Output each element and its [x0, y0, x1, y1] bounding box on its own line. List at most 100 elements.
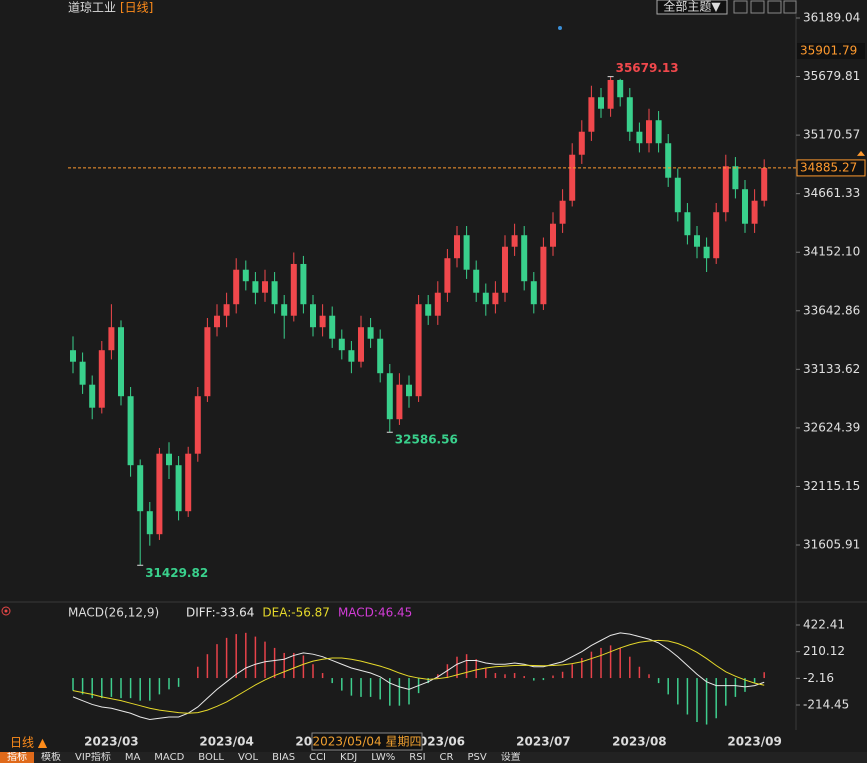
candle-body [348, 350, 355, 362]
y-tick-label: 210.12 [803, 644, 845, 658]
x-tick-label: 2023/04 [199, 735, 253, 749]
marker-tag: 35901.79 [800, 44, 857, 58]
footer-tab[interactable]: BIAS [272, 752, 296, 763]
footer-tab[interactable]: RSI [409, 752, 426, 763]
y-tick-label: 35170.57 [803, 128, 860, 142]
tool-icon[interactable] [750, 0, 765, 14]
event-dot [558, 26, 562, 30]
candle-body [482, 292, 489, 305]
indicator-icon[interactable] [1, 606, 11, 616]
period-button[interactable]: 日线 ▲ [10, 736, 48, 750]
tool-icon[interactable] [733, 0, 748, 14]
candle-body [377, 338, 384, 374]
candle-body [569, 154, 576, 201]
period-label: [日线] [120, 1, 153, 15]
candle-body [665, 143, 672, 178]
footer-tab[interactable]: LW% [371, 752, 396, 763]
indicator-icon-dot [4, 609, 8, 613]
footer-tab[interactable]: 模板 [41, 752, 61, 763]
candle-body [175, 465, 182, 512]
candle-body [214, 315, 220, 328]
candle-body [674, 177, 681, 213]
candle-body [281, 304, 288, 316]
candle-body [185, 453, 192, 512]
tool-icon[interactable] [767, 0, 782, 14]
x-tick-label: 2023/06 [411, 735, 465, 749]
candle-body [242, 269, 249, 282]
x-tick-label: 2023/03 [84, 735, 138, 749]
candle-body [223, 304, 230, 316]
candle-body [713, 212, 720, 259]
candle-body [89, 384, 96, 408]
footer-tab[interactable]: KDJ [340, 752, 358, 763]
candle-body [338, 338, 345, 351]
footer-tab[interactable]: CR [439, 752, 454, 763]
y-tick-label: 34152.10 [803, 245, 860, 259]
candle-body [386, 373, 393, 420]
candle-body [636, 131, 643, 144]
footer-tab[interactable]: 设置 [500, 752, 521, 763]
candle-body [118, 327, 124, 397]
theme-button[interactable] [656, 0, 728, 15]
candle-body [463, 235, 470, 270]
footer-tab[interactable]: PSV [467, 752, 487, 763]
candle-body [358, 327, 364, 362]
footer-tab[interactable]: VIP指标 [75, 752, 111, 763]
candle-body [722, 166, 729, 213]
candle-body [156, 453, 163, 535]
candle-body [300, 263, 307, 305]
footer-tab[interactable]: MACD [154, 752, 185, 763]
candle-body [425, 304, 432, 316]
candle-body [271, 281, 278, 305]
y-tick-label: 35679.81 [803, 69, 860, 83]
candle-body [502, 246, 508, 293]
y-tick-label: 33642.86 [803, 303, 860, 317]
tool-icon[interactable] [783, 0, 797, 14]
macd-line [72, 639, 765, 714]
candle-body [194, 396, 201, 454]
candle-body [319, 315, 326, 328]
theme-button-text[interactable]: 全部主题▼ [663, 0, 721, 14]
candle-body [617, 79, 624, 98]
candle-body [79, 361, 86, 385]
legend-entry: DEA:-56.87 [262, 606, 330, 620]
y-tick-label: 34661.33 [803, 186, 860, 200]
candle-body [751, 200, 758, 224]
x-tick-label: 2023/08 [612, 735, 666, 749]
candle-body [108, 327, 115, 351]
candle-body [166, 453, 172, 466]
y-tick-label: -2.16 [803, 671, 834, 685]
macd-label: MACD(26,12,9) [68, 606, 159, 620]
candle-body [598, 97, 604, 109]
candle-body [310, 304, 316, 328]
footer-tab[interactable]: BOLL [198, 752, 224, 763]
candle-body [703, 246, 710, 259]
extreme-label: 35679.13 [616, 61, 679, 75]
footer-tab[interactable]: VOL [237, 752, 259, 763]
x-tick-label: 2023/09 [727, 735, 781, 749]
footer-tab[interactable]: CCI [309, 752, 327, 763]
macd-legend: MACD(26,12,9) DIFF:-33.64 DEA:-56.87 MACD:… [68, 606, 412, 620]
candle-body [290, 263, 297, 316]
candle-body [329, 315, 336, 339]
footer-tab[interactable]: 指标 [0, 752, 34, 763]
extreme-label: 31429.82 [145, 566, 208, 580]
tooltip-box [311, 732, 423, 751]
candle-body [492, 292, 499, 305]
y-tick-label: 32115.15 [803, 479, 860, 493]
candle-body [655, 120, 662, 144]
candle-body [761, 167, 768, 201]
instrument-title: 道琼工业 [68, 0, 116, 15]
candle-body [204, 327, 211, 397]
footer-tab[interactable]: MA [124, 752, 141, 763]
candle-body [511, 235, 518, 247]
candle-body [732, 166, 739, 190]
candle-body [367, 327, 374, 339]
candle-body [262, 281, 268, 293]
candle-body [127, 396, 134, 466]
y-tick-label: 422.41 [803, 617, 845, 631]
legend-entry: MACD:46.45 [338, 606, 412, 620]
date-tooltip: 2023/05/04 星期四 [313, 735, 422, 749]
